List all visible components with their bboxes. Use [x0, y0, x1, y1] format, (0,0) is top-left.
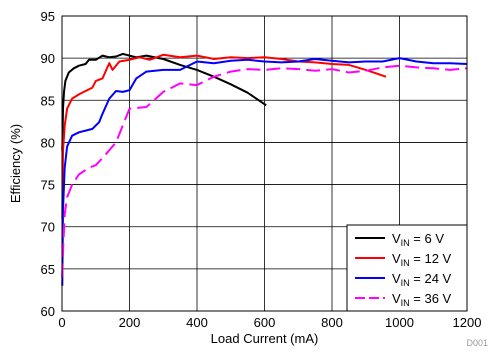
series-lines [61, 52, 468, 286]
legend: VIN = 6 V VIN = 12 V VIN = 24 V VIN = 36 V [346, 224, 468, 312]
x-tick-label: 200 [119, 315, 141, 330]
x-tick-label: 600 [254, 315, 276, 330]
x-axis-title: Load Current (mA) [211, 331, 319, 346]
series-line-6v [61, 52, 267, 151]
legend-label: VIN = 6 V [392, 231, 444, 248]
y-tick-label: 90 [41, 51, 55, 66]
y-tick-label: 85 [41, 93, 55, 108]
y-tick-label: 60 [41, 304, 55, 319]
series-line-24v [61, 57, 468, 286]
x-tick-label: 1000 [385, 315, 414, 330]
figure-id-watermark: D001 [466, 338, 488, 348]
x-tick-label: 800 [321, 315, 343, 330]
x-tick-label: 1200 [453, 315, 482, 330]
legend-label: VIN = 24 V [392, 271, 452, 288]
legend-box [346, 224, 468, 312]
y-axis-title: Efficiency (%) [8, 124, 23, 203]
y-tick-label: 75 [41, 178, 55, 193]
legend-label: VIN = 36 V [392, 291, 452, 308]
x-tick-label: 0 [58, 315, 65, 330]
y-tick-label: 80 [41, 135, 55, 150]
y-tick-label: 70 [41, 220, 55, 235]
legend-label: VIN = 12 V [392, 251, 452, 268]
axis-ticks: 0 200 400 600 800 1000 1200 60 65 70 75 80 85 90 95 [41, 9, 482, 330]
y-tick-label: 95 [41, 9, 55, 24]
series-line-12v [61, 53, 387, 219]
series-line-36v [61, 64, 468, 278]
x-tick-label: 400 [186, 315, 208, 330]
plot-frame [61, 15, 468, 312]
y-tick-label: 65 [41, 262, 55, 277]
